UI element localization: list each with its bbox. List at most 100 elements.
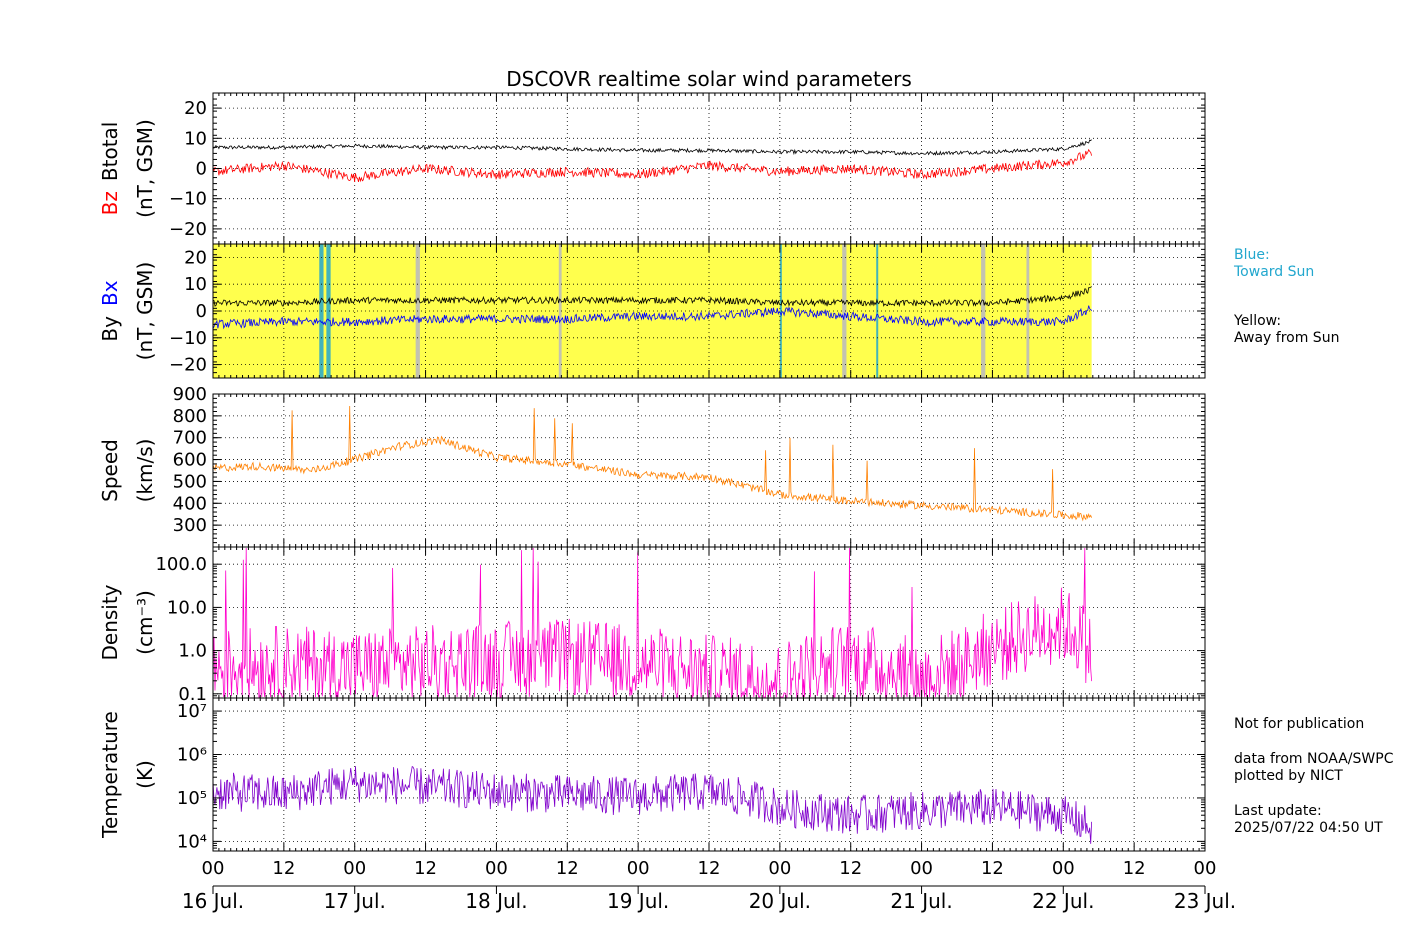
y-tick-label: 10⁴ bbox=[177, 831, 207, 852]
sector-away-background bbox=[213, 244, 1092, 378]
panel-2: 20 10 0 −10 −20 By Bx (nT, GSM) bbox=[98, 243, 1206, 379]
y-axis-label-by: By bbox=[98, 316, 122, 342]
y-tick-label: 600 bbox=[173, 450, 207, 471]
y-tick-label: −20 bbox=[169, 219, 207, 240]
x-date-label: 18 Jul. bbox=[465, 889, 527, 913]
note-not-for-publication: Not for publication bbox=[1234, 716, 1365, 732]
panel-4: 100.0 10.0 1.0 0.1 Density (cm⁻³) bbox=[98, 546, 1206, 705]
y-tick-label: 10 bbox=[184, 128, 207, 149]
sector-gap-band bbox=[558, 244, 562, 378]
series-by-line bbox=[212, 286, 1092, 308]
x-hour-label: 12 bbox=[981, 858, 1004, 879]
y-tick-label: 400 bbox=[173, 493, 207, 514]
y-axis-label-name: Speed bbox=[98, 439, 122, 502]
series-bx-line bbox=[212, 305, 1092, 330]
panel-ticks: 10⁷ 10⁶ 10⁵ 10⁴ bbox=[177, 697, 1206, 852]
legend-blue-title: Blue: bbox=[1234, 247, 1270, 263]
panel-grid bbox=[213, 93, 1205, 244]
panel-grid bbox=[213, 393, 1205, 547]
y-tick-label: 20 bbox=[184, 98, 207, 119]
x-date-label: 23 Jul. bbox=[1174, 889, 1236, 913]
y-tick-label: 1.0 bbox=[178, 641, 207, 662]
y-tick-label: 0.1 bbox=[178, 684, 207, 705]
chart-title: DSCOVR realtime solar wind parameters bbox=[506, 67, 912, 91]
x-date-label: 21 Jul. bbox=[890, 889, 952, 913]
x-date-label: 20 Jul. bbox=[749, 889, 811, 913]
x-hour-label: 12 bbox=[414, 858, 437, 879]
y-tick-label: 10⁷ bbox=[177, 701, 207, 722]
series-btotal-line bbox=[212, 139, 1092, 156]
series-bz-line bbox=[212, 148, 1092, 183]
sector-toward-band bbox=[779, 244, 782, 378]
x-hour-label: 00 bbox=[627, 858, 650, 879]
time-axis: 00 12 00 12 00 12 00 12 00 12 00 12 00 12 00 16 Jul. 17 … bbox=[182, 858, 1236, 913]
x-hour-label: 00 bbox=[1194, 858, 1217, 879]
x-date-label: 17 Jul. bbox=[324, 889, 386, 913]
y-axis-label-unit: (nT, GSM) bbox=[133, 262, 157, 361]
y-tick-label: 800 bbox=[173, 406, 207, 427]
y-tick-label: 10⁵ bbox=[177, 788, 207, 809]
y-tick-label: 20 bbox=[184, 247, 207, 268]
x-hour-label: 12 bbox=[698, 858, 721, 879]
y-axis-label-unit: (K) bbox=[133, 760, 157, 789]
y-tick-label: −10 bbox=[169, 328, 207, 349]
sector-gap-band bbox=[1026, 244, 1030, 378]
x-hour-label: 00 bbox=[1052, 858, 1075, 879]
y-axis-label-unit: (cm⁻³) bbox=[133, 590, 157, 655]
note-last-update-time: 2025/07/22 04:50 UT bbox=[1234, 820, 1383, 836]
x-hour-label: 12 bbox=[272, 858, 295, 879]
x-hour-label: 00 bbox=[202, 858, 225, 879]
series-density-line bbox=[212, 547, 1092, 699]
x-hour-label: 00 bbox=[485, 858, 508, 879]
legend-yellow-text: Away from Sun bbox=[1234, 330, 1340, 346]
y-tick-label: −10 bbox=[169, 189, 207, 210]
x-date-label: 19 Jul. bbox=[607, 889, 669, 913]
note-last-update-label: Last update: bbox=[1234, 803, 1322, 819]
note-plotted-by: plotted by NICT bbox=[1234, 768, 1343, 784]
y-tick-label: 10 bbox=[184, 274, 207, 295]
y-axis-label-btotal: Btotal bbox=[98, 122, 122, 181]
x-date-label: 16 Jul. bbox=[182, 889, 244, 913]
y-tick-label: 100.0 bbox=[155, 554, 207, 575]
y-tick-label: 500 bbox=[173, 471, 207, 492]
y-axis-label-name: Density bbox=[98, 584, 122, 660]
y-axis-label-line1: Bz Btotal bbox=[98, 122, 122, 216]
sector-toward-band bbox=[326, 244, 331, 378]
legend-yellow-title: Yellow: bbox=[1234, 313, 1282, 329]
sector-gap-band bbox=[981, 244, 986, 378]
y-tick-label: 900 bbox=[173, 384, 207, 405]
y-axis-label-bx: Bx bbox=[98, 280, 122, 306]
x-date-label: 22 Jul. bbox=[1032, 889, 1094, 913]
y-tick-label: 0 bbox=[196, 301, 207, 322]
x-hour-label: 00 bbox=[910, 858, 933, 879]
y-tick-label: 10⁶ bbox=[177, 745, 207, 766]
y-axis-label-line1: By Bx bbox=[98, 280, 122, 341]
panel-grid bbox=[213, 244, 1205, 378]
y-axis-label-unit: (nT, GSM) bbox=[133, 119, 157, 218]
y-tick-label: 300 bbox=[173, 515, 207, 536]
y-tick-label: 0 bbox=[196, 159, 207, 180]
x-hour-label: 12 bbox=[839, 858, 862, 879]
panel-grid bbox=[213, 698, 1205, 851]
y-tick-label: 700 bbox=[173, 428, 207, 449]
y-tick-label: 10.0 bbox=[167, 597, 207, 618]
x-hour-label: 00 bbox=[768, 858, 791, 879]
note-data-source: data from NOAA/SWPC bbox=[1234, 751, 1394, 767]
panel-5: 10⁷ 10⁶ 10⁵ 10⁴ Temperature (K) bbox=[98, 697, 1206, 852]
chart-panels: 20 10 0 −10 −20 Bz Btotal (nT, GSM) 20 10 0 −10 −20 B… bbox=[98, 92, 1206, 852]
x-hour-label: 00 bbox=[343, 858, 366, 879]
series-temperature-line bbox=[212, 765, 1092, 844]
x-hour-label: 12 bbox=[1123, 858, 1146, 879]
series-speed-line bbox=[212, 405, 1092, 522]
y-axis-label-bz: Bz bbox=[98, 191, 122, 215]
y-axis-label-unit: (km/s) bbox=[133, 439, 157, 503]
y-tick-label: −20 bbox=[169, 355, 207, 376]
y-axis-label-name: Temperature bbox=[98, 711, 122, 839]
panel-ticks: 100.0 10.0 1.0 0.1 bbox=[155, 547, 1206, 705]
sector-gap-band bbox=[842, 244, 847, 378]
x-hour-label: 12 bbox=[556, 858, 579, 879]
panel-1: 20 10 0 −10 −20 Bz Btotal (nT, GSM) bbox=[98, 92, 1206, 245]
